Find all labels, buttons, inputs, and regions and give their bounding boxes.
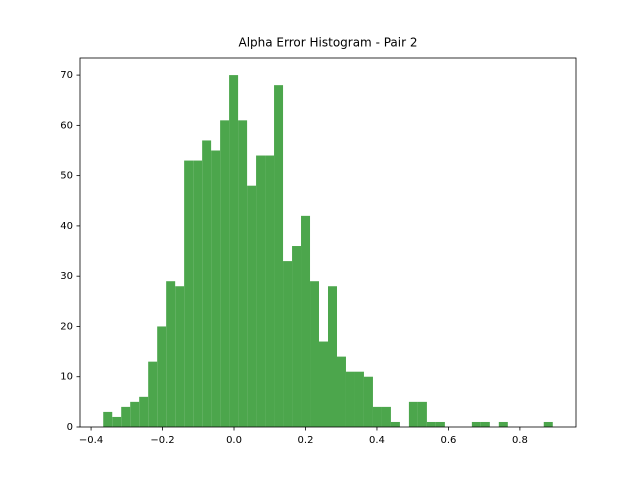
histogram-bar — [175, 286, 185, 427]
histogram-bar — [139, 396, 149, 427]
histogram-bar — [543, 421, 553, 427]
histogram-bar — [318, 341, 328, 427]
histogram-bar — [435, 421, 445, 427]
histogram-bar — [310, 281, 319, 427]
chart-title: Alpha Error Histogram - Pair 2 — [239, 36, 418, 50]
x-tick-label: 0.6 — [440, 435, 456, 446]
y-tick-label: 50 — [60, 171, 73, 182]
histogram-bar — [238, 120, 248, 427]
histogram-bar — [265, 155, 275, 427]
histogram-bar — [426, 421, 436, 427]
histogram-bar — [328, 286, 338, 427]
histogram-bar — [354, 371, 364, 427]
histogram-bar — [381, 406, 391, 427]
x-tick-label: −0.2 — [150, 435, 174, 446]
x-tick-label: 0.8 — [512, 435, 528, 446]
y-tick-label: 40 — [60, 221, 73, 232]
histogram-bar — [390, 421, 400, 427]
histogram-bar — [103, 411, 113, 427]
histogram-bar — [498, 421, 508, 427]
histogram-bar — [157, 326, 167, 427]
histogram-bar — [211, 150, 221, 428]
histogram-bar — [292, 246, 302, 427]
histogram-bar — [256, 155, 266, 427]
histogram-bar — [301, 215, 311, 427]
histogram-bar — [274, 85, 284, 427]
axes-frame — [79, 57, 577, 428]
histogram-bar — [283, 261, 293, 427]
histogram-bar — [130, 401, 140, 427]
histogram-bar — [480, 421, 490, 427]
y-tick-label: 20 — [60, 321, 73, 332]
histogram-bar — [471, 421, 481, 427]
histogram-bar — [220, 120, 230, 427]
x-tick-label: 0.0 — [226, 435, 242, 446]
histogram-bar — [408, 401, 418, 427]
x-tick-label: 0.2 — [298, 435, 314, 446]
histogram-bar — [112, 416, 122, 427]
histogram-bar — [202, 140, 212, 427]
y-tick-label: 60 — [60, 120, 73, 131]
x-tick-label: 0.4 — [369, 435, 385, 446]
histogram-bar — [193, 160, 203, 428]
histogram-bar — [229, 75, 239, 427]
histogram-bar — [121, 406, 131, 427]
y-tick-label: 70 — [60, 70, 73, 81]
y-tick-label: 0 — [67, 422, 73, 433]
histogram-bar — [345, 371, 355, 427]
histogram-bar — [148, 361, 158, 427]
histogram-bar — [363, 376, 373, 427]
x-tick-label: −0.4 — [79, 435, 103, 446]
histogram-bar — [184, 160, 194, 428]
histogram-bar — [166, 281, 176, 427]
histogram-bar — [372, 406, 382, 427]
plot-area — [103, 75, 553, 428]
y-tick-label: 30 — [60, 271, 73, 282]
histogram-bar — [337, 356, 346, 427]
histogram-bar — [417, 401, 427, 427]
histogram-bar — [247, 185, 257, 427]
y-tick-label: 10 — [60, 372, 73, 383]
